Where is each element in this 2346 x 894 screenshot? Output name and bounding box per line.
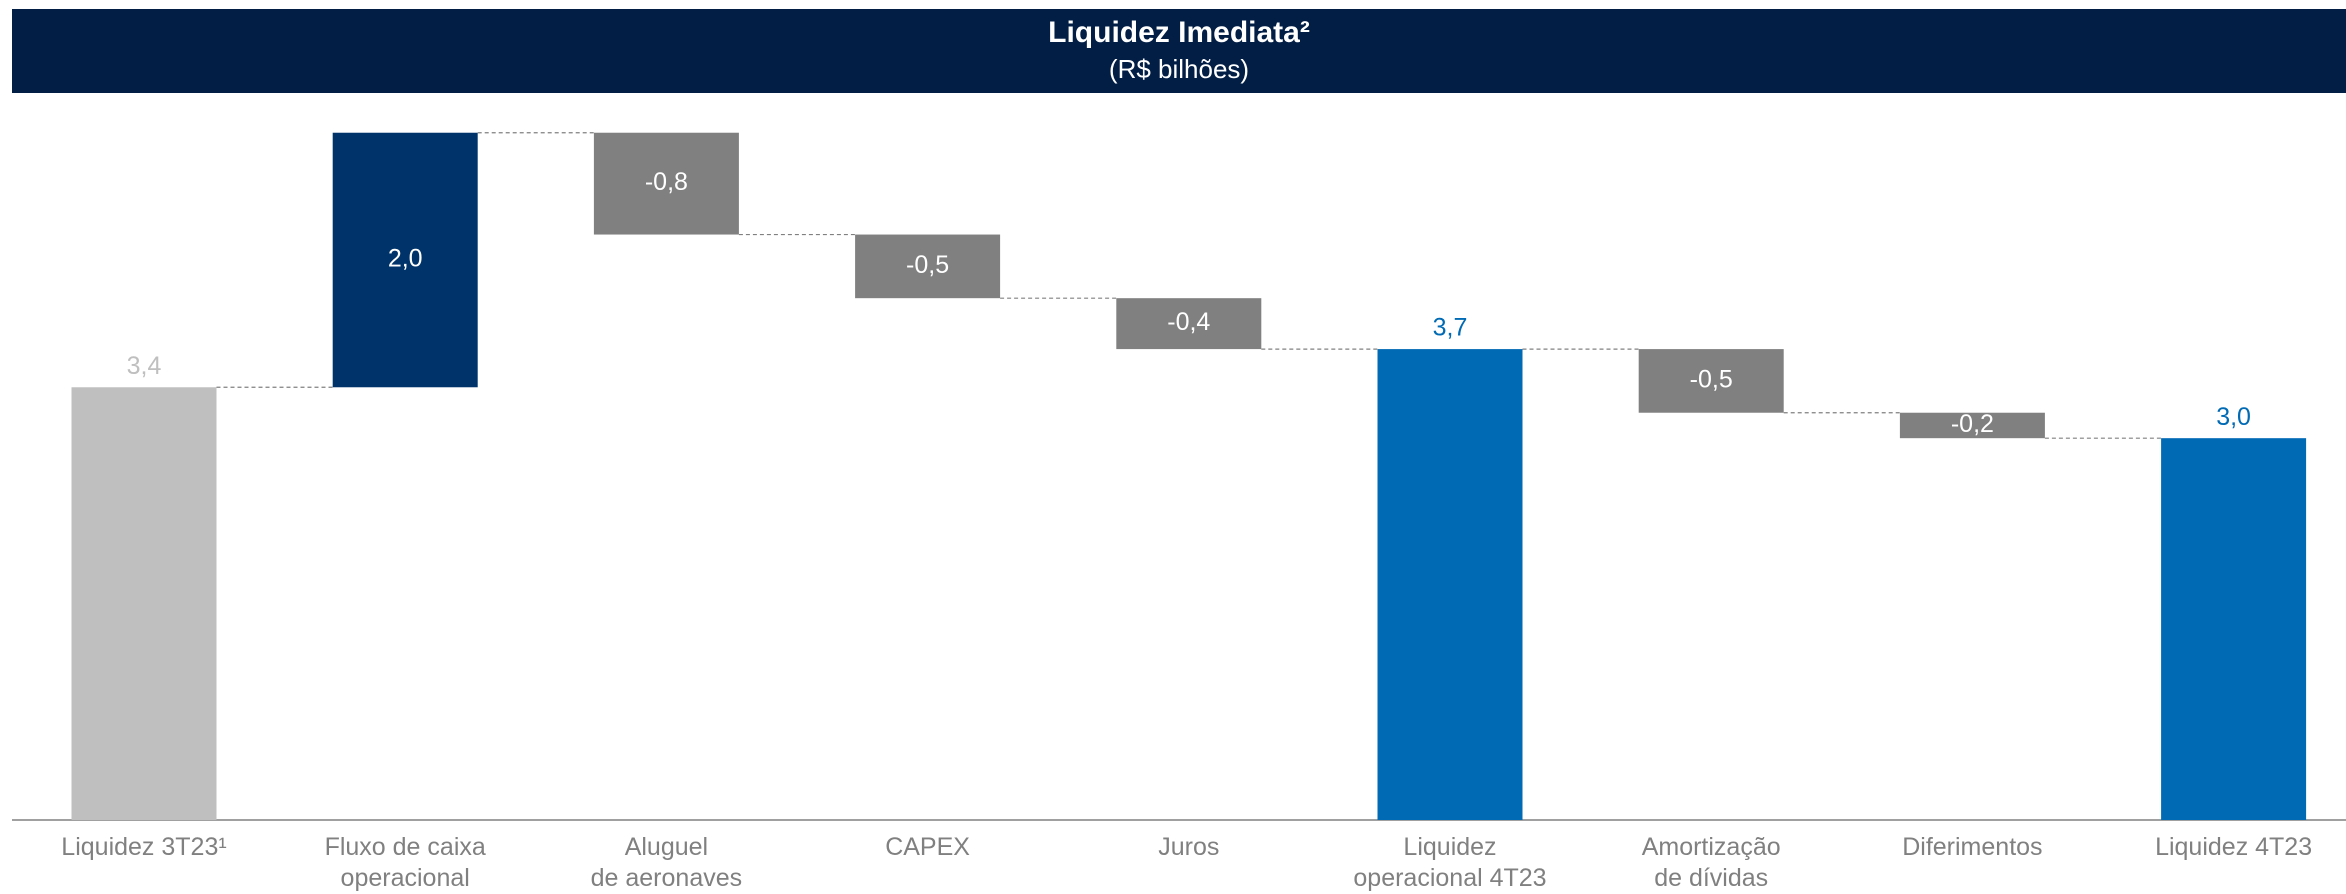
- value-label: 3,7: [1433, 314, 1468, 342]
- value-label: -0,5: [1690, 366, 1733, 394]
- bar: [332, 132, 478, 388]
- bar: [1377, 349, 1523, 820]
- bar: [1116, 298, 1262, 350]
- x-tick-label: Diferimentos: [1902, 833, 2043, 861]
- bar: [1899, 412, 2045, 439]
- bar: [1638, 349, 1784, 413]
- bar: [593, 132, 739, 235]
- bar: [2161, 438, 2307, 820]
- x-tick-label: CAPEX: [885, 833, 970, 861]
- x-tick-label: Aluguel de aeronaves: [590, 833, 743, 892]
- bar: [71, 387, 217, 820]
- value-label: -0,8: [645, 168, 688, 196]
- value-label: -0,5: [906, 251, 949, 279]
- x-tick-label: Juros: [1158, 833, 1220, 861]
- x-tick-label: Liquidez 4T23: [2155, 833, 2313, 861]
- chart-title: Liquidez Imediata²: [1048, 16, 1310, 49]
- value-label: 2,0: [388, 245, 423, 273]
- x-tick-label: Fluxo de caixa operacional: [324, 833, 486, 892]
- x-tick-label: Amortização de dívidas: [1641, 833, 1781, 892]
- bar: [855, 234, 1001, 299]
- header-band: [12, 9, 2346, 93]
- x-tick-label: Liquidez 3T23¹: [61, 833, 227, 861]
- value-label: 3,0: [2216, 403, 2251, 431]
- value-label: -0,4: [1167, 308, 1210, 336]
- chart-subtitle: (R$ bilhões): [1109, 54, 1249, 84]
- value-label: 3,4: [127, 352, 162, 380]
- value-label: -0,2: [1951, 410, 1994, 438]
- x-tick-label: Liquidez operacional 4T23: [1353, 833, 1547, 892]
